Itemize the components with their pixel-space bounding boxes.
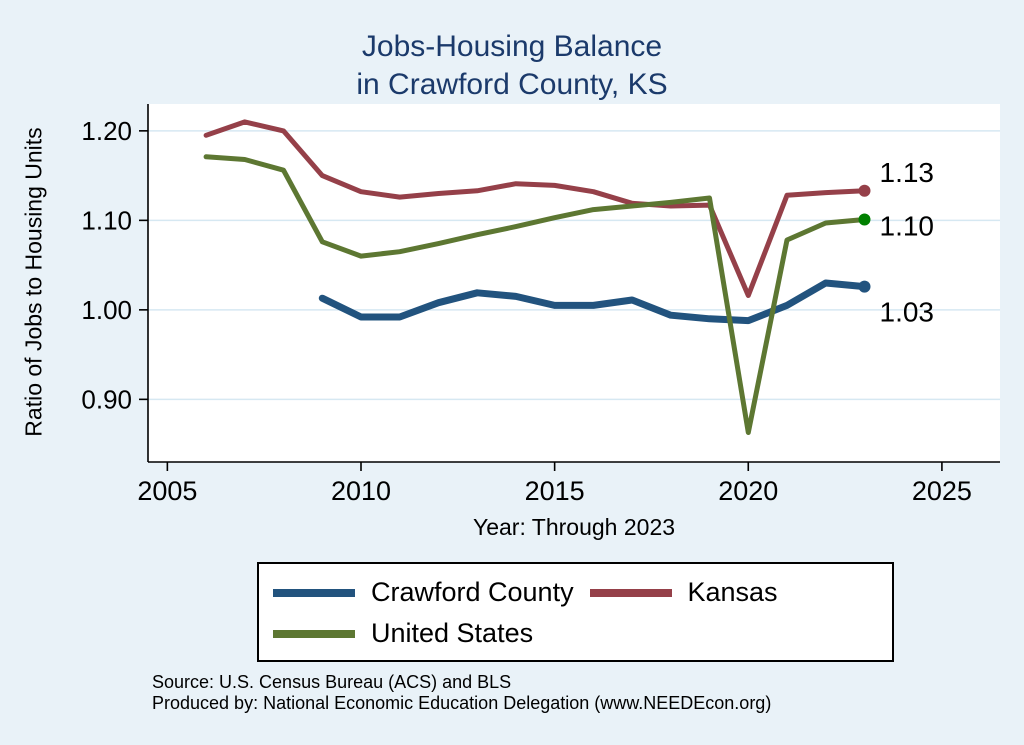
legend-swatch-united-states	[273, 629, 355, 638]
legend-box: Crawford County Kansas United States	[257, 562, 894, 662]
x-tick-label: 2025	[912, 476, 972, 506]
legend-label-united-states: United States	[371, 618, 534, 648]
legend-label-kansas: Kansas	[687, 577, 778, 607]
end-label-crawford-county: 1.03	[880, 297, 935, 328]
legend-item-crawford-county: Crawford County	[259, 572, 576, 613]
y-tick-label: 1.10	[81, 205, 132, 235]
chart-title: Jobs-Housing Balance in Crawford County,…	[0, 28, 1024, 104]
end-label-kansas: 1.13	[880, 157, 935, 188]
legend-swatch-kansas	[589, 588, 672, 597]
y-tick-label: 1.20	[81, 116, 132, 146]
end-label-united-states: 1.10	[880, 211, 935, 242]
source-note: Source: U.S. Census Bureau (ACS) and BLS	[152, 672, 512, 692]
legend-item-kansas: Kansas	[576, 572, 893, 613]
end-marker-crawford-county	[858, 280, 871, 293]
plot-background	[148, 104, 1000, 462]
x-tick-label: 2005	[137, 476, 197, 506]
legend-row-2: United States	[259, 613, 892, 654]
series-line-kansas	[203, 119, 867, 298]
legend-label-crawford-county: Crawford County	[371, 577, 574, 607]
chart-title-line1: Jobs-Housing Balance	[361, 30, 663, 63]
chart-title-line2: in Crawford County, KS	[356, 68, 668, 101]
x-tick-label: 2020	[718, 476, 778, 506]
end-marker-united-states	[858, 213, 871, 226]
x-axis-title: Year: Through 2023	[472, 514, 676, 540]
y-tick-label: 1.00	[81, 295, 132, 325]
produced-note: Produced by: National Economic Education…	[152, 693, 772, 713]
footer: Source: U.S. Census Bureau (ACS) and BLS…	[152, 672, 771, 714]
x-tick-label: 2010	[331, 476, 391, 506]
x-tick-label: 2015	[525, 476, 585, 506]
plot-area: 0.90 1.00 1.10 1.20 2005 2010 2015 2020 2025 1.03…	[81, 104, 1000, 506]
end-marker-kansas	[858, 184, 871, 197]
legend-item-united-states: United States	[259, 613, 576, 654]
y-tick-label: 0.90	[81, 384, 132, 414]
legend-swatch-crawford-county	[273, 588, 355, 597]
series-line-united-states	[203, 154, 867, 435]
legend-row-1: Crawford County Kansas	[259, 572, 892, 613]
